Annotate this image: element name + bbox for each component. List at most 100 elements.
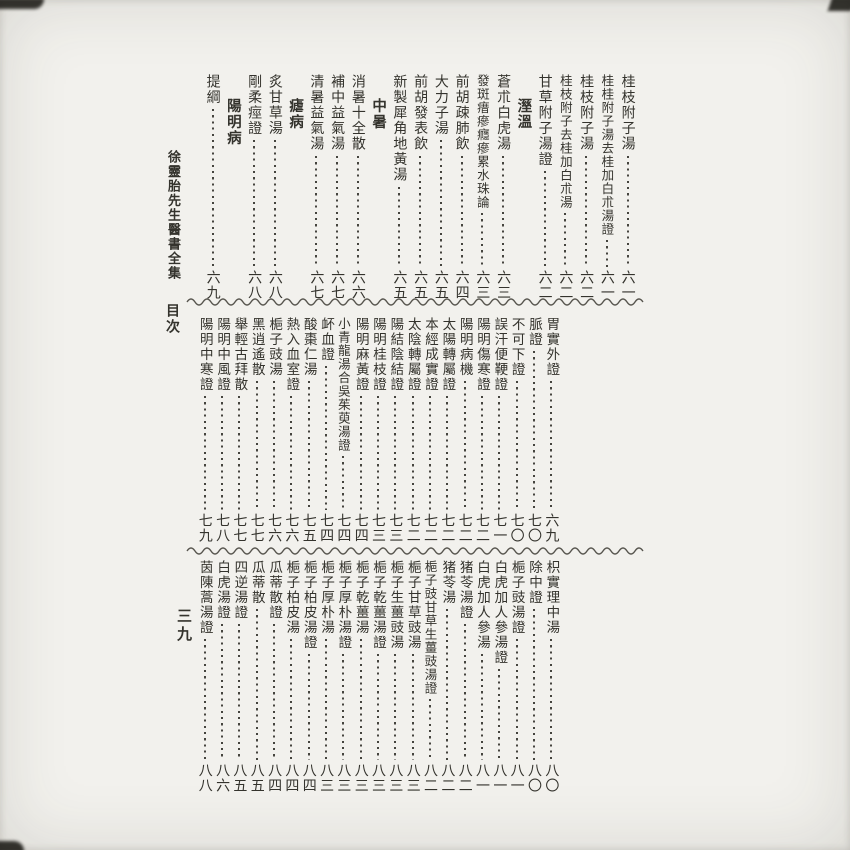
toc-entry: 脈證 七〇 [525, 317, 542, 543]
page-number: 七四 [335, 513, 352, 543]
toc-band-middle: 胃實外證 六九 脈證 七〇 不可下證 七〇 誤汗便鞕證 七一 陽明傷寒證 七二 陽明病機 七二 太陽轉屬… [196, 317, 560, 543]
page-number: 六三 [495, 270, 512, 300]
page-number: 六五 [432, 270, 449, 300]
page-number: 七七 [248, 513, 265, 543]
entry-title: 陽明病機 [456, 317, 473, 377]
toc-entry: 枳實理中湯 八〇 [543, 560, 560, 793]
dotted-leader [398, 186, 401, 267]
entry-title: 蒼朮白虎湯 [495, 74, 512, 152]
page-number: 六三 [474, 270, 491, 300]
page-number: 六二 [557, 270, 574, 300]
toc-entry: 前胡發表飲 六五 [410, 74, 431, 300]
page-number: 八四 [283, 763, 300, 793]
dotted-leader [605, 240, 608, 267]
toc-entry: 補中益氣湯 六七 [327, 74, 348, 300]
dotted-leader [377, 396, 380, 510]
page-number: 六七 [329, 270, 346, 300]
toc-label: 目次 [164, 303, 180, 335]
entry-title: 四逆湯證 [231, 560, 248, 620]
dotted-leader [238, 624, 241, 760]
toc-entry: 陽明病機 七二 [456, 317, 473, 543]
toc-entry: 白虎湯證 八六 [213, 560, 230, 793]
toc-entry: 胃實外證 六九 [543, 317, 560, 543]
entry-title: 酸棗仁湯 [300, 317, 317, 377]
page-number: 八二 [422, 763, 439, 793]
page-number: 七〇 [508, 513, 525, 543]
entry-title: 梔子乾薑湯 [352, 560, 369, 635]
dotted-leader [377, 654, 380, 760]
entry-title: 猪苓湯證 [456, 560, 473, 620]
toc-section-header: 瘧病 [285, 74, 306, 300]
page-number: 八二 [456, 763, 473, 793]
page-number: 八三 [404, 763, 421, 793]
page-number: 六八 [266, 270, 283, 300]
entry-title: 前胡發表飲 [412, 74, 429, 152]
dotted-leader [273, 624, 276, 760]
page-number: 六二 [536, 270, 553, 300]
page-number: 七二 [456, 513, 473, 543]
scan-artifact-top-left [0, 0, 44, 9]
entry-title: 提綱 [204, 74, 221, 105]
dotted-leader [203, 396, 206, 510]
page-number: 六九 [204, 270, 221, 300]
scan-artifact-top-right [827, 0, 850, 11]
entry-title: 清暑益氣湯 [308, 74, 325, 152]
dotted-leader [439, 140, 442, 267]
toc-entry: 猪苓湯證 八二 [456, 560, 473, 793]
dotted-leader [221, 396, 224, 510]
page-number: 六四 [453, 270, 470, 300]
page-number: 七二 [439, 513, 456, 543]
dotted-leader [481, 396, 484, 510]
entry-title: 陽明麻黃證 [352, 317, 369, 392]
dotted-leader [446, 396, 449, 510]
toc-entry: 陽結陰結證 七三 [387, 317, 404, 543]
dotted-leader [307, 381, 310, 510]
toc-entry: 梔子柏皮湯證 八四 [300, 560, 317, 793]
toc-entry: 陽明中寒證 七九 [196, 317, 213, 543]
toc-entry: 梔子乾薑湯證 八三 [369, 560, 386, 793]
toc-entry: 新製犀角地黃湯 六五 [389, 74, 410, 300]
entry-title: 前胡疎肺飲 [453, 74, 470, 152]
toc-entry: 梔子厚朴湯證 八三 [335, 560, 352, 793]
page-number: 六七 [308, 270, 325, 300]
page-number: 七二 [404, 513, 421, 543]
entry-title: 不可下證 [508, 317, 525, 377]
toc-entry: 梔子豉湯 七六 [265, 317, 282, 543]
entry-title: 白虎加人參湯證 [491, 560, 508, 665]
toc-entry: 陽明桂枝證 七三 [369, 317, 386, 543]
toc-entry: 梔子生薑豉湯 八三 [387, 560, 404, 793]
toc-entry: 陽明傷寒證 七二 [473, 317, 490, 543]
entry-title: 梔子豉湯證 [508, 560, 525, 635]
entry-title: 中暑 [370, 98, 388, 130]
dotted-leader [342, 456, 345, 510]
dotted-leader [533, 351, 536, 510]
page-number: 八三 [387, 763, 404, 793]
page-number: 八三 [370, 763, 387, 793]
page-number: 八〇 [543, 763, 560, 793]
toc-entry: 梔子甘草豉湯 八三 [404, 560, 421, 793]
toc-entry: 桂枝附子湯 六一 [617, 74, 638, 300]
toc-entry: 本經成實證 七二 [421, 317, 438, 543]
entry-title: 熱入血室證 [283, 317, 300, 392]
dotted-leader [255, 609, 258, 760]
toc-entry: 不可下證 七〇 [508, 317, 525, 543]
entry-title: 梔子柏皮湯證 [300, 560, 317, 650]
entry-title: 梔子豉甘草生薑豉湯證 [422, 560, 438, 695]
entry-title: 舉輕古拜散 [231, 317, 248, 392]
page-number: 七九 [196, 513, 213, 543]
entry-title: 新製犀角地黃湯 [391, 74, 408, 183]
page-number: 六一 [619, 270, 636, 300]
entry-title: 大力子湯 [432, 74, 449, 136]
dotted-leader [533, 609, 536, 760]
page-number: 七六 [266, 513, 283, 543]
wavy-divider [186, 298, 644, 306]
dotted-leader [290, 639, 293, 760]
dotted-leader [253, 140, 256, 267]
dotted-leader [394, 396, 397, 510]
page-number: 七四 [352, 513, 369, 543]
entry-title: 陽明中風證 [214, 317, 231, 392]
page-number: 八六 [214, 763, 231, 793]
dotted-leader [307, 654, 310, 760]
entry-title: 白虎湯證 [214, 560, 231, 620]
page-number: 七八 [214, 513, 231, 543]
